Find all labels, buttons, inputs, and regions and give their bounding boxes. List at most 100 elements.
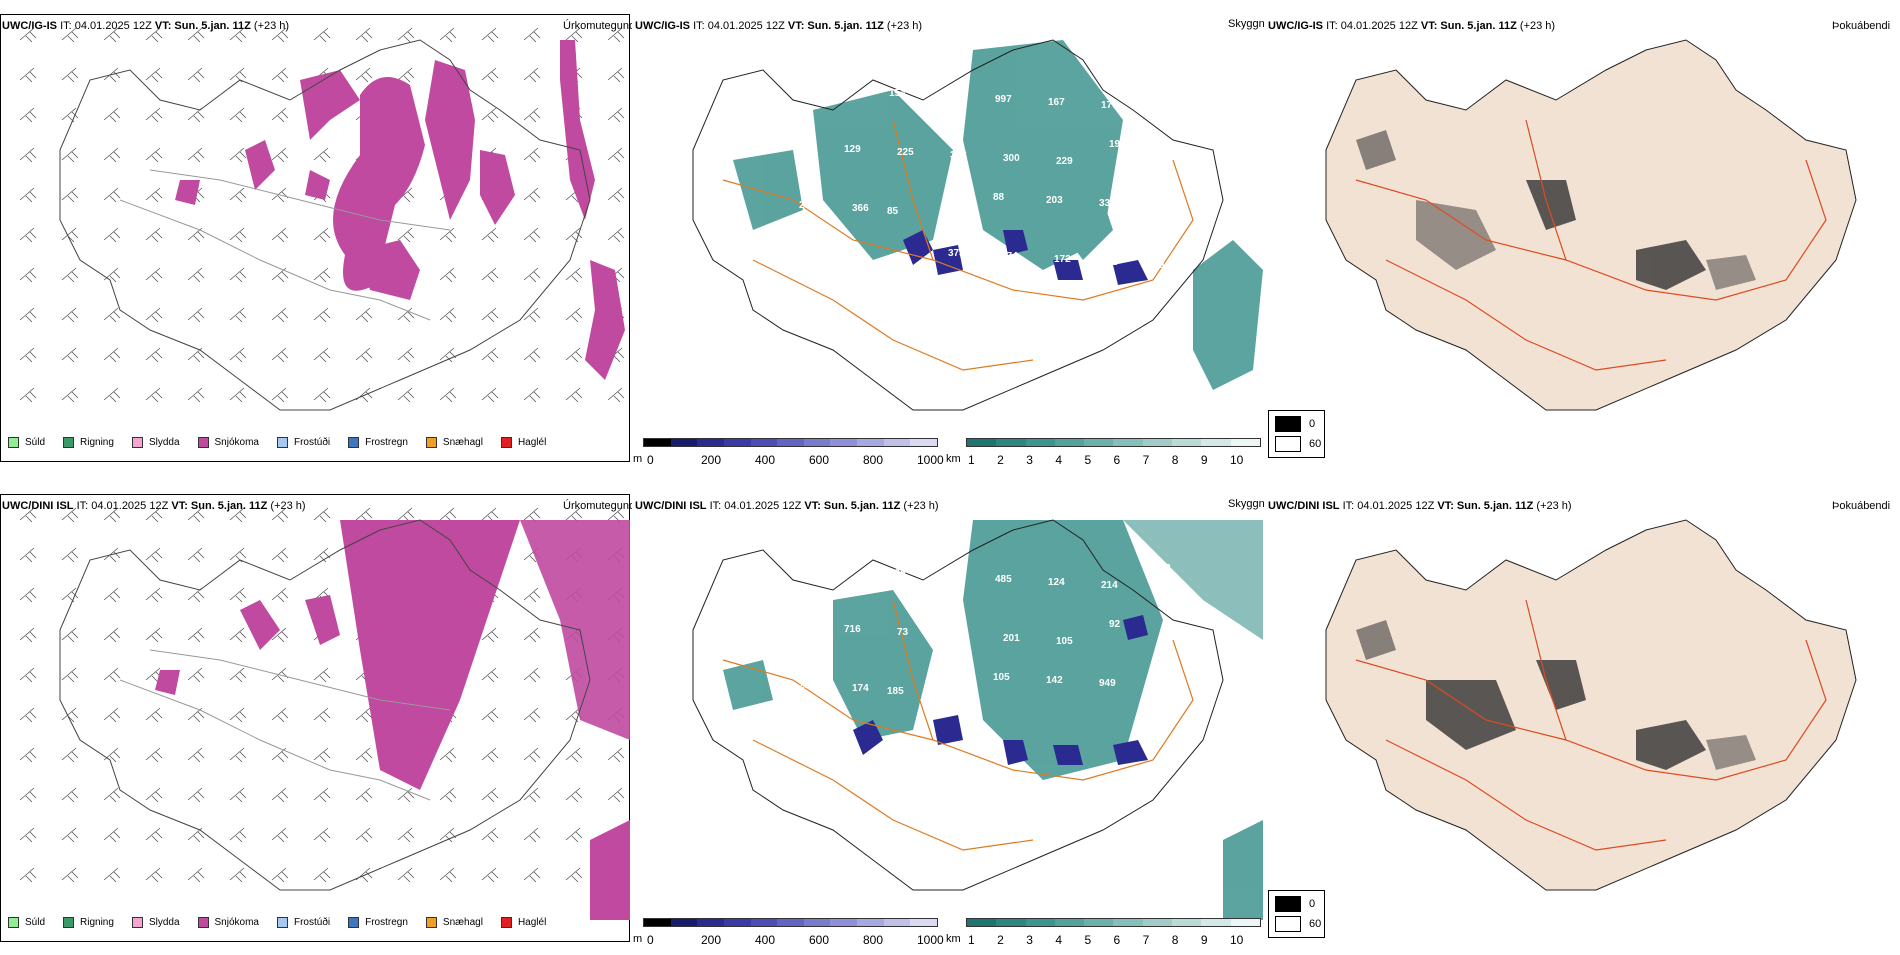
cloud-base-label: 75	[940, 209, 952, 220]
visibility-tick-label: 2	[997, 453, 1004, 467]
precip-legend-swatch	[276, 437, 288, 448]
wind-barb	[61, 547, 79, 563]
cloud-base-label: 196	[1109, 139, 1126, 150]
wind-barb	[523, 787, 541, 803]
cloud-base-label: 424	[791, 141, 808, 152]
cloud-base-label: 229	[1056, 156, 1073, 167]
cloud-base-label: 474	[1001, 251, 1018, 262]
wind-barb	[565, 307, 583, 323]
wind-barb	[271, 347, 289, 363]
precip-legend-swatch	[8, 437, 19, 448]
wind-barb	[145, 227, 163, 243]
wind-barb	[523, 387, 541, 403]
cloud-base-label: 154	[889, 88, 906, 99]
wind-barb	[397, 347, 415, 363]
wind-barb	[61, 787, 79, 803]
fog-legend-row-high: 60	[1275, 916, 1321, 932]
visibility-tick-label: 3	[1026, 453, 1033, 467]
param-title: Skyggni	[1228, 498, 1265, 510]
low-ceiling-areas	[853, 615, 1148, 765]
wind-barbs	[19, 507, 625, 883]
ceiling-color-step	[883, 919, 911, 926]
wind-barb	[271, 27, 289, 43]
wind-barb	[271, 67, 289, 83]
ceiling-color-step	[857, 439, 884, 446]
visibility-color-step	[1230, 439, 1260, 446]
wind-barb	[607, 107, 625, 123]
wind-barb	[355, 787, 373, 803]
wind-barb	[19, 587, 37, 603]
precip-legend-label: Slydda	[148, 437, 180, 448]
cloud-base-label: 88	[993, 192, 1005, 203]
wind-barb	[271, 267, 289, 283]
ceiling-color-step	[697, 919, 724, 926]
cloud-base-label: 300	[1003, 153, 1020, 164]
wind-barb	[103, 227, 121, 243]
wind-barb	[607, 67, 625, 83]
valid-time: Sun. 5.jan. 11Z	[174, 20, 251, 32]
wind-barb	[19, 547, 37, 563]
fog-legend-label: 0	[1309, 898, 1316, 910]
wind-barb	[103, 267, 121, 283]
road-network	[1355, 599, 1827, 851]
cloud-base-label: 184	[836, 85, 853, 96]
ceiling-color-step	[777, 919, 804, 926]
cloud-base-label: 116	[1160, 260, 1177, 271]
ceiling-unit: m	[633, 453, 643, 465]
wind-barb	[439, 227, 457, 243]
wind-barb	[19, 707, 37, 723]
fog-legend-row-low: 0	[1275, 896, 1315, 912]
valid-time-label: VT:	[1420, 20, 1438, 32]
wind-barb	[271, 747, 289, 763]
fog-legend-swatch	[1275, 436, 1301, 452]
wind-barb	[103, 627, 121, 643]
visibility-areas	[723, 520, 1263, 920]
model-name: UWC/IG-IS	[635, 20, 690, 32]
wind-barb	[229, 67, 247, 83]
visibility-tick-label: 5	[1084, 933, 1092, 947]
wind-barb	[61, 67, 79, 83]
param-title: Úrkomutegund	[563, 20, 632, 32]
wind-barb	[103, 707, 121, 723]
valid-time: Sun. 5.jan. 11Z	[1456, 500, 1534, 512]
ceiling-color-step	[644, 439, 671, 446]
wind-barb	[61, 867, 79, 883]
precip-legend-swatch	[425, 437, 437, 448]
valid-time-label: VT:	[1437, 500, 1454, 512]
wind-barb	[187, 267, 205, 283]
ceiling-tick-label: 800	[863, 453, 884, 467]
wind-barb	[271, 827, 289, 843]
cloud-ceiling-panel-row2: UWC/DINI ISL IT: 04.01.2025 12Z VT: Sun.…	[633, 480, 1265, 955]
ceiling-tick-label: 600	[809, 453, 830, 467]
wind-barb	[313, 387, 331, 403]
wind-barb	[355, 347, 373, 363]
wind-barb	[313, 147, 331, 163]
precip-legend-item: Snæhagl	[425, 917, 483, 928]
fog-indicator-map	[1325, 39, 1857, 411]
wind-barb	[481, 347, 499, 363]
cloud-base-label: 117	[940, 689, 957, 700]
cloud-ceiling-panel-row1: UWC/IG-IS IT: 04.01.2025 12Z VT: Sun. 5.…	[633, 0, 1265, 475]
cloud-base-label: 997	[995, 94, 1012, 105]
wind-barb	[565, 747, 583, 763]
wind-barb	[481, 627, 499, 643]
precip-legend-label: Rigning	[80, 917, 114, 928]
cloud-base-label: 203	[1046, 195, 1063, 206]
fog-legend-label: 60	[1309, 918, 1322, 930]
precip-legend-item: Snæhagl	[425, 437, 483, 448]
wind-barb	[607, 27, 625, 43]
wind-barb	[565, 787, 583, 803]
visibility-tick-label: 8	[1171, 933, 1179, 947]
cloud-base-label: 115	[842, 262, 859, 273]
visibility-tick-label: 2	[997, 933, 1004, 947]
wind-barb	[103, 547, 121, 563]
ceiling-color-step	[883, 439, 911, 446]
wind-barb	[607, 147, 625, 163]
precip-legend: Súld Rigning Slydda Snjókoma Frostúði Frostre…	[8, 917, 564, 928]
wind-barb	[145, 27, 163, 43]
ceiling-color-step	[697, 439, 724, 446]
wind-barb	[229, 787, 247, 803]
wind-barb	[61, 507, 79, 523]
wind-barb	[187, 147, 205, 163]
wind-barb	[565, 27, 583, 43]
